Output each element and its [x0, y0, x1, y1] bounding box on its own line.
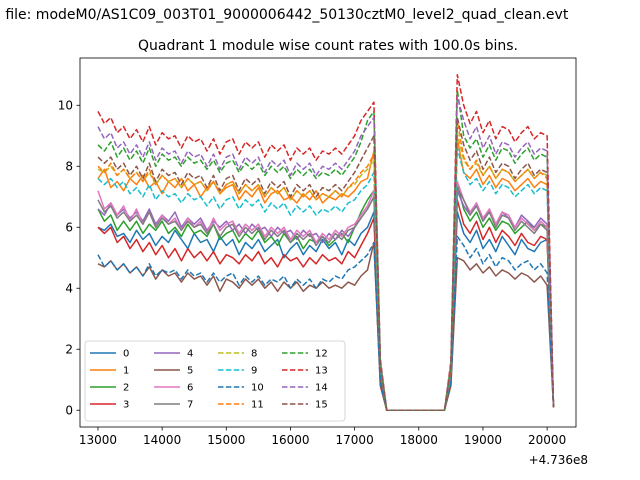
legend-label-0: 0	[123, 349, 129, 360]
series-line-5	[97, 241, 555, 411]
axes-frame	[79, 57, 577, 428]
legend-label-13: 13	[315, 366, 328, 377]
x-tick-label: 18000	[400, 433, 438, 447]
series-line-14	[97, 95, 555, 411]
legend-label-6: 6	[187, 383, 193, 394]
series-line-3	[97, 199, 555, 411]
x-axis: 13000 14000 15000 16000 17000 18000 19000 20000	[79, 427, 566, 447]
x-offset-label: +4.736e8	[529, 453, 588, 467]
legend-frame	[84, 340, 346, 422]
series-line-0	[97, 211, 555, 411]
y-tick-label: 10	[58, 99, 73, 113]
legend-label-15: 15	[315, 400, 328, 411]
x-tick-label: 16000	[271, 433, 309, 447]
y-axis: 0 2 4 6 8 10	[58, 99, 80, 418]
series-line-11	[97, 119, 555, 411]
chart-title: Quadrant 1 module wise count rates with …	[138, 38, 518, 54]
legend-label-4: 4	[187, 349, 193, 360]
series-line-9	[97, 147, 555, 411]
series-line-1	[97, 138, 555, 411]
suptitle: n file: modeM0/AS1C09_003T01_9000006442_…	[0, 7, 569, 23]
x-tick-label: 13000	[79, 433, 117, 447]
legend-label-9: 9	[251, 366, 257, 377]
x-tick-label: 19000	[464, 433, 502, 447]
series-line-10	[97, 235, 555, 411]
x-tick-label: 20000	[528, 433, 566, 447]
legend-label-2: 2	[123, 383, 129, 394]
y-tick-label: 8	[65, 160, 73, 174]
legend-label-12: 12	[315, 349, 328, 360]
legend-label-3: 3	[123, 400, 129, 411]
legend-label-10: 10	[251, 383, 264, 394]
legend-label-8: 8	[251, 349, 257, 360]
x-tick-label: 15000	[207, 433, 245, 447]
legend-label-7: 7	[187, 400, 193, 411]
y-tick-label: 4	[65, 282, 73, 296]
series-line-7	[97, 186, 555, 411]
legend-label-11: 11	[251, 400, 264, 411]
legend-label-1: 1	[123, 366, 129, 377]
series-line-13	[97, 74, 555, 411]
series-line-12	[97, 89, 555, 411]
x-tick-label: 17000	[336, 433, 374, 447]
series-line-2	[97, 183, 555, 411]
legend-label-14: 14	[315, 383, 328, 394]
legend-label-5: 5	[187, 366, 193, 377]
series-layer	[97, 74, 555, 411]
y-tick-label: 6	[65, 221, 73, 235]
y-tick-label: 0	[65, 404, 73, 418]
y-tick-label: 2	[65, 343, 73, 357]
x-tick-label: 14000	[143, 433, 181, 447]
series-line-6	[97, 180, 555, 411]
series-line-15	[97, 116, 555, 411]
